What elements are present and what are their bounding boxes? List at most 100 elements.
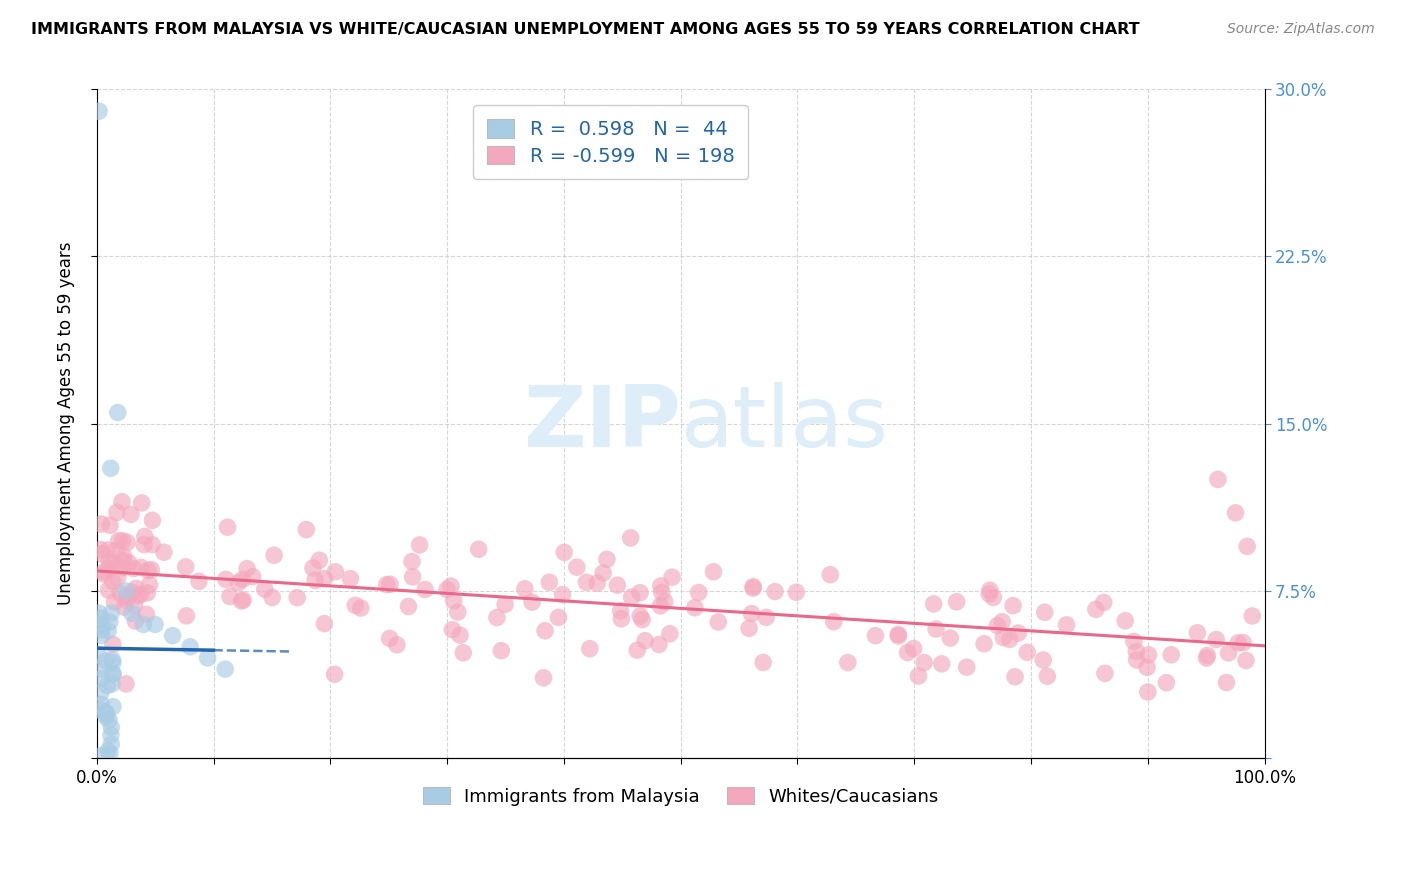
Point [124,614,146,628]
Point [887,627,910,641]
Point [141,537,163,551]
Point [925,622,948,636]
Point [304,574,326,588]
Point [323,667,346,681]
Point [90,516,112,531]
Point [107,533,129,548]
Point [1007,626,1029,640]
Point [688,585,710,599]
Text: atlas: atlas [681,382,889,465]
Point [401,570,423,584]
Point [592,566,614,580]
Point [378,577,401,591]
Point [440,579,463,593]
Point [129,587,152,601]
Point [375,577,398,591]
Point [1241,609,1264,624]
Point [132,617,155,632]
Point [143,617,166,632]
Point [1125,644,1147,658]
Point [188,574,211,589]
Point [176,608,198,623]
Point [1122,634,1144,648]
Point [1036,669,1059,683]
Point [94,705,117,719]
Point [763,584,786,599]
Point [378,632,401,646]
Point [231,594,253,608]
Point [1137,648,1160,662]
Point [101,637,124,651]
Point [111,494,134,508]
Point [628,586,651,600]
Point [1136,660,1159,674]
Point [93,567,115,582]
Point [90,686,112,700]
Point [101,699,124,714]
Point [752,656,775,670]
Point [136,586,159,600]
Point [97,624,120,638]
Point [609,604,631,618]
Point [620,531,643,545]
Point [983,591,1005,605]
Point [1033,605,1056,619]
Point [661,570,683,584]
Point [408,538,430,552]
Point [1205,632,1227,647]
Point [385,638,408,652]
Point [741,607,763,621]
Point [654,595,676,609]
Point [1136,685,1159,699]
Point [132,538,155,552]
Point [219,590,242,604]
Point [90,628,112,642]
Point [1017,645,1039,659]
Point [1232,635,1254,649]
Point [1094,666,1116,681]
Point [96,706,118,721]
Point [993,631,1015,645]
Point [111,533,134,548]
Point [907,669,929,683]
Point [120,508,142,522]
Point [436,582,458,597]
Point [214,662,236,676]
Point [887,629,910,643]
Point [103,595,125,609]
Point [314,616,336,631]
Point [1092,595,1115,609]
Point [912,656,935,670]
Point [931,657,953,671]
Point [401,555,423,569]
Point [118,556,141,570]
Point [285,591,308,605]
Point [97,561,120,575]
Point [1084,602,1107,616]
Point [1234,653,1257,667]
Point [112,553,135,567]
Point [1195,651,1218,665]
Point [115,590,138,604]
Point [101,656,124,670]
Point [973,637,995,651]
Point [135,607,157,622]
Point [90,703,112,717]
Point [121,585,143,599]
Point [683,600,706,615]
Point [738,621,761,635]
Point [262,591,284,605]
Point [1160,648,1182,662]
Point [610,612,633,626]
Point [141,563,163,577]
Point [1218,646,1240,660]
Point [443,594,465,608]
Point [339,572,361,586]
Point [1227,636,1250,650]
Point [90,672,112,686]
Point [103,558,125,572]
Point [100,461,122,475]
Point [325,565,347,579]
Point [565,560,588,574]
Point [112,600,135,615]
